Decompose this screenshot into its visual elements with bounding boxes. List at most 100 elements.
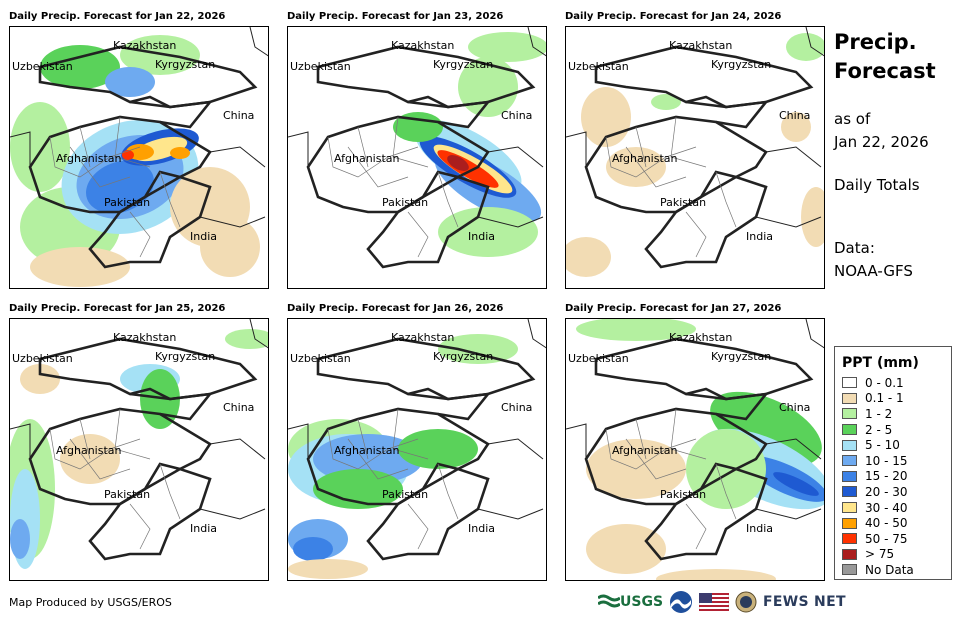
label-uzbekistan: Uzbekistan: [568, 60, 629, 73]
precip-area: [606, 147, 666, 187]
label-india: India: [190, 522, 217, 535]
label-pakistan: Pakistan: [382, 196, 429, 209]
state-seal-icon: [735, 591, 757, 613]
label-india: India: [468, 522, 495, 535]
as-of-date: Jan 22, 2026: [834, 133, 929, 151]
precip-area: [458, 57, 518, 117]
legend-swatch: [842, 424, 857, 436]
legend-swatch: [842, 455, 857, 467]
forecast-map-panel: Kazakhstan Uzbekistan Kyrgyzstan China Afgha…: [287, 318, 547, 581]
precip-area: [105, 67, 155, 97]
label-china: China: [223, 401, 255, 414]
label-india: India: [746, 522, 773, 535]
legend-label: > 75: [865, 547, 895, 562]
precip-area: [313, 469, 403, 509]
label-uzbekistan: Uzbekistan: [12, 60, 73, 73]
precip-area: [438, 334, 518, 364]
as-of-label: as of: [834, 110, 871, 128]
precip-area: [468, 32, 546, 62]
precip-area: [122, 150, 134, 160]
legend-swatch: [842, 517, 857, 529]
label-kyrgyzstan: Kyrgyzstan: [711, 58, 772, 71]
legend-item: 5 - 10: [842, 437, 951, 453]
legend-label: 15 - 20: [865, 469, 908, 484]
label-india: India: [746, 230, 773, 243]
label-kazakhstan: Kazakhstan: [113, 39, 177, 52]
legend-item: No Data: [842, 562, 951, 578]
legend-swatch: [842, 377, 857, 389]
panel-title: Daily Precip. Forecast for Jan 27, 2026: [565, 303, 782, 314]
legend-label: 30 - 40: [865, 500, 908, 515]
legend-item: 10 - 15: [842, 453, 951, 469]
panel-title: Daily Precip. Forecast for Jan 26, 2026: [287, 303, 504, 314]
label-uzbekistan: Uzbekistan: [568, 352, 629, 365]
legend-label: 1 - 2: [865, 406, 893, 421]
forecast-map-panel: Kazakhstan Uzbekistan Kyrgyzstan China Afgha…: [9, 318, 269, 581]
label-kyrgyzstan: Kyrgyzstan: [155, 350, 216, 363]
precip-area: [438, 207, 538, 257]
side-info: as of Jan 22, 2026 Daily Totals Data: NO…: [834, 108, 929, 283]
label-uzbekistan: Uzbekistan: [12, 352, 73, 365]
usaid-flag-icon: [699, 593, 730, 611]
label-pakistan: Pakistan: [660, 488, 707, 501]
label-kyrgyzstan: Kyrgyzstan: [711, 350, 772, 363]
precip-area: [170, 147, 190, 159]
legend-item: 20 - 30: [842, 484, 951, 500]
usgs-wave-icon: [598, 594, 620, 608]
precip-area: [586, 524, 666, 574]
legend-swatch: [842, 470, 857, 482]
label-kyrgyzstan: Kyrgyzstan: [433, 350, 494, 363]
legend-swatch: [842, 392, 857, 404]
forecast-map-panel: Kazakhstan Uzbekistan Kyrgyzstan China Afgha…: [287, 26, 547, 289]
precip-area: [200, 217, 260, 277]
legend-item: 15 - 20: [842, 469, 951, 485]
precip-map: [566, 319, 824, 580]
panel-title: Daily Precip. Forecast for Jan 24, 2026: [565, 11, 782, 22]
label-pakistan: Pakistan: [104, 196, 151, 209]
legend-label: No Data: [865, 562, 914, 577]
legend-item: 1 - 2: [842, 406, 951, 422]
legend-title: PPT (mm): [842, 355, 919, 371]
label-pakistan: Pakistan: [104, 488, 151, 501]
label-afghanistan: Afghanistan: [334, 444, 400, 457]
precip-area: [86, 160, 154, 214]
legend-label: 0 - 0.1: [865, 375, 904, 390]
legend-item: 2 - 5: [842, 422, 951, 438]
data-label: Data:: [834, 239, 875, 257]
legend-item: 0 - 0.1: [842, 375, 951, 391]
legend-item: > 75: [842, 547, 951, 563]
legend-swatch: [842, 533, 857, 545]
label-china: China: [501, 401, 533, 414]
usgs-label: USGS: [620, 594, 664, 610]
precip-area: [293, 537, 333, 561]
precip-area: [781, 112, 811, 142]
precip-area: [10, 102, 70, 192]
label-afghanistan: Afghanistan: [334, 152, 400, 165]
daily-totals-label: Daily Totals: [834, 176, 920, 194]
legend-label: 5 - 10: [865, 438, 900, 453]
precip-area: [10, 519, 30, 559]
precip-area: [566, 237, 611, 277]
label-afghanistan: Afghanistan: [612, 152, 678, 165]
label-china: China: [501, 109, 533, 122]
noaa-logo-icon: [670, 591, 693, 613]
legend-label: 40 - 50: [865, 516, 908, 531]
side-title-line1: Precip.: [834, 30, 917, 54]
precip-area: [786, 33, 824, 61]
precip-area: [40, 45, 120, 89]
precip-area: [288, 559, 368, 579]
precip-map: [288, 27, 546, 269]
legend-item: 40 - 50: [842, 515, 951, 531]
label-china: China: [223, 109, 255, 122]
precip-area: [30, 247, 130, 287]
label-kazakhstan: Kazakhstan: [113, 331, 177, 344]
forecast-map-panel: Kazakhstan Uzbekistan Kyrgyzstan China Afgha…: [9, 26, 269, 289]
legend-item: 0.1 - 1: [842, 391, 951, 407]
usgs-logo: USGS: [598, 594, 663, 610]
precip-area: [686, 429, 766, 509]
precip-area: [20, 364, 60, 394]
label-pakistan: Pakistan: [382, 488, 429, 501]
precip-map: [10, 319, 268, 569]
legend-swatch: [842, 408, 857, 420]
legend-label: 0.1 - 1: [865, 391, 904, 406]
